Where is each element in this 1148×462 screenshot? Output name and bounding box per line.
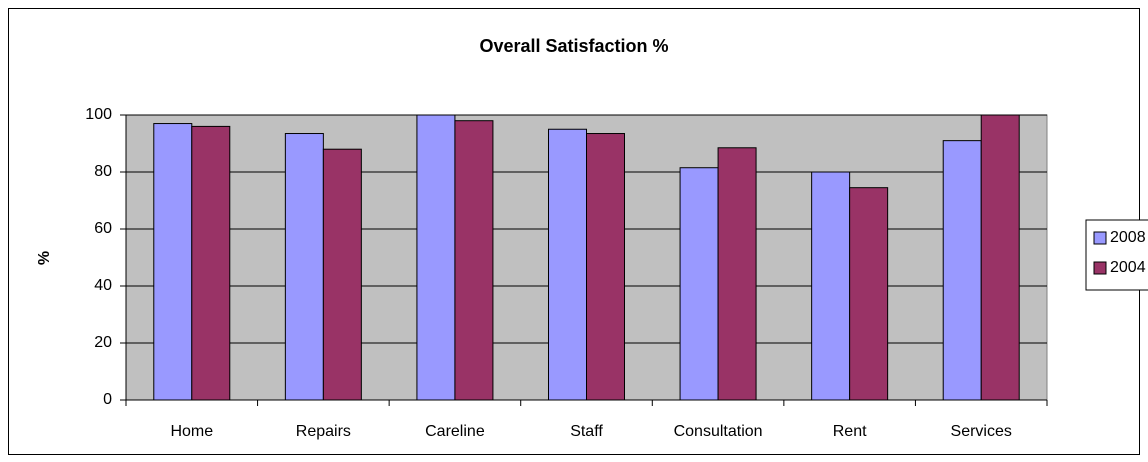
x-tick-label: Services (951, 423, 1012, 440)
y-tick-label: 100 (85, 106, 112, 123)
legend-label: 2008 (1110, 229, 1146, 246)
x-tick-label: Repairs (296, 423, 351, 440)
bar (322, 148, 362, 401)
x-tick-label: Home (170, 423, 213, 440)
bar (811, 171, 851, 401)
legend-label: 2004 (1110, 259, 1146, 276)
bar (586, 133, 625, 401)
y-tick-label: 60 (94, 220, 112, 237)
bar (980, 114, 1020, 401)
y-axis-label: % (36, 251, 53, 265)
bar (153, 123, 193, 401)
bar (849, 187, 889, 401)
y-tick-label: 80 (94, 163, 112, 180)
bar (679, 167, 719, 401)
bar (717, 147, 757, 401)
y-tick-label: 20 (94, 334, 112, 351)
bar (942, 140, 982, 401)
y-tick-label: 0 (103, 391, 112, 408)
legend-swatch (1093, 231, 1107, 245)
bar (191, 125, 231, 401)
x-tick-label: Careline (425, 423, 485, 440)
x-tick-label: Consultation (674, 423, 763, 440)
chart-title: Overall Satisfaction % (479, 36, 668, 56)
y-tick-label: 40 (94, 277, 112, 294)
x-tick-label: Staff (570, 423, 603, 440)
bar (454, 120, 494, 401)
bar (284, 133, 324, 401)
legend-swatch (1093, 261, 1107, 275)
x-tick-label: Rent (833, 423, 867, 440)
bar (548, 128, 587, 401)
bar (416, 114, 456, 401)
